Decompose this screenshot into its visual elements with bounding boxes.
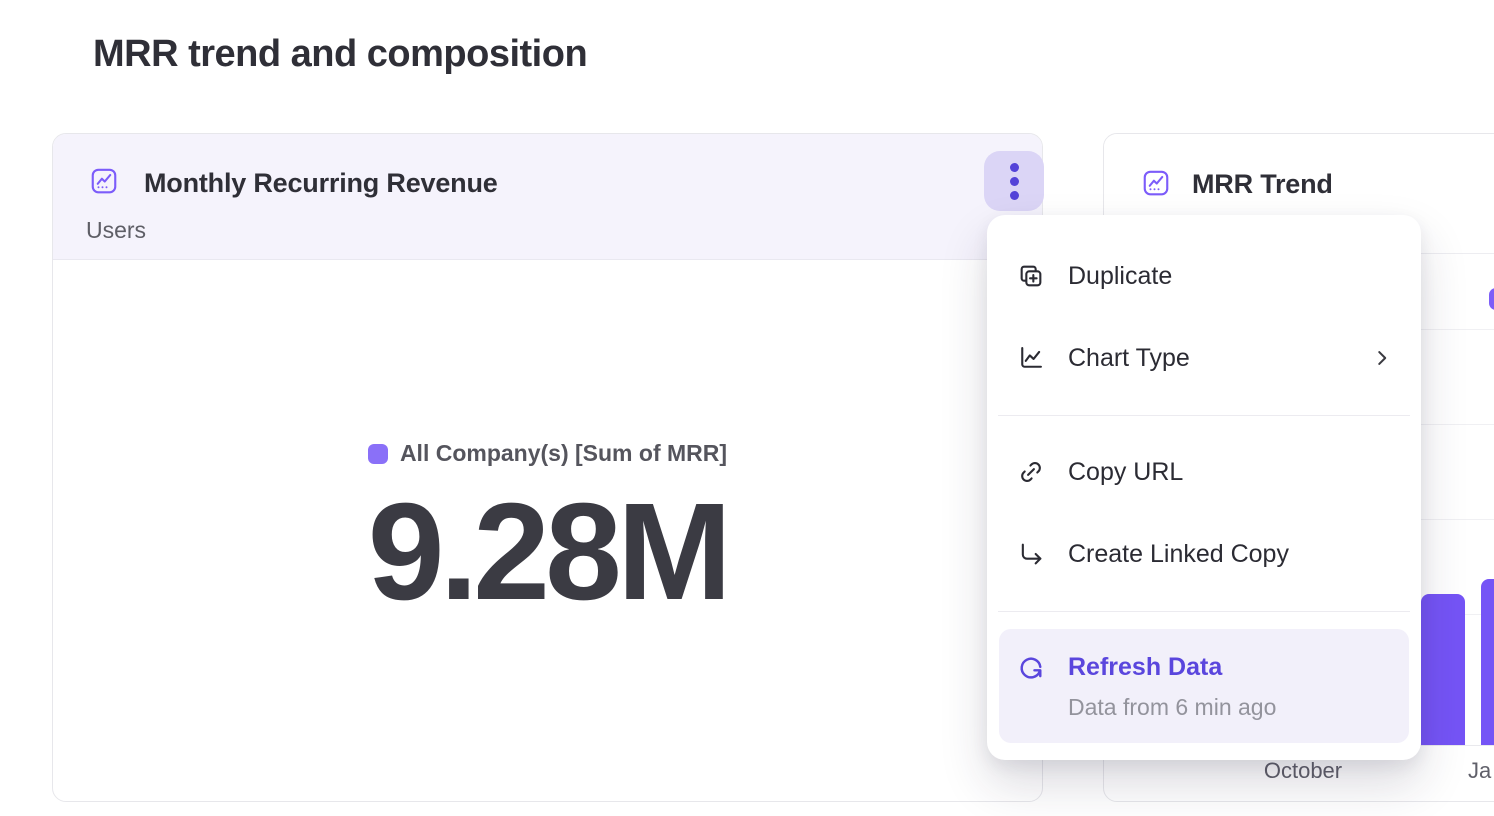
legend-label: All Company(s) [Sum of MRR] (399, 440, 728, 466)
refresh-icon (1017, 654, 1045, 682)
metric-card: Monthly Recurring Revenue Users All Comp… (52, 133, 1044, 802)
menu-item-label: Duplicate (1068, 261, 1173, 290)
trend-card-title: MRR Trend (1192, 169, 1333, 199)
metric-legend: All Company(s) [Sum of MRR] (367, 440, 728, 467)
metric-card-title: Monthly Recurring Revenue (144, 168, 498, 198)
legend-swatch (367, 443, 388, 464)
chevron-right-icon (1371, 347, 1393, 369)
corner-down-right-arrow-icon (1017, 540, 1045, 568)
menu-item-refresh-data[interactable]: Refresh Data Data from 6 min ago (999, 629, 1409, 743)
x-axis-label: October (1263, 758, 1343, 783)
metric-card-subtitle: Users (86, 217, 147, 243)
bar-october[interactable] (1421, 594, 1465, 745)
bar-january[interactable] (1481, 579, 1494, 745)
menu-item-copy-url[interactable]: Copy URL (987, 431, 1421, 513)
chart-line-icon (1017, 344, 1045, 372)
metric-body: All Company(s) [Sum of MRR] 9.28M (53, 260, 1042, 801)
chart-icon (1141, 168, 1171, 198)
link-icon (1017, 458, 1045, 486)
metric-value: 9.28M (367, 475, 732, 629)
menu-item-duplicate[interactable]: Duplicate (987, 235, 1421, 317)
trend-legend-swatch (1489, 288, 1494, 310)
menu-divider (998, 415, 1410, 416)
menu-item-chart-type[interactable]: Chart Type (987, 317, 1421, 399)
chart-icon (89, 166, 119, 196)
more-options-button[interactable] (984, 151, 1044, 211)
menu-item-description: Data from 6 min ago (1068, 694, 1277, 720)
menu-item-label: Chart Type (1068, 343, 1190, 372)
page-title: MRR trend and composition (93, 33, 588, 75)
menu-item-label: Create Linked Copy (1068, 539, 1289, 568)
kebab-icon (1009, 162, 1019, 172)
duplicate-icon (1017, 262, 1045, 290)
metric-card-header: Monthly Recurring Revenue Users (53, 134, 1044, 260)
menu-item-label: Copy URL (1068, 457, 1184, 486)
menu-divider (998, 611, 1410, 612)
context-menu: Duplicate Chart Type Copy URL (987, 215, 1421, 760)
x-axis-label: Ja (1468, 758, 1492, 783)
menu-item-create-linked-copy[interactable]: Create Linked Copy (987, 513, 1421, 595)
menu-item-label: Refresh Data (1068, 653, 1223, 681)
